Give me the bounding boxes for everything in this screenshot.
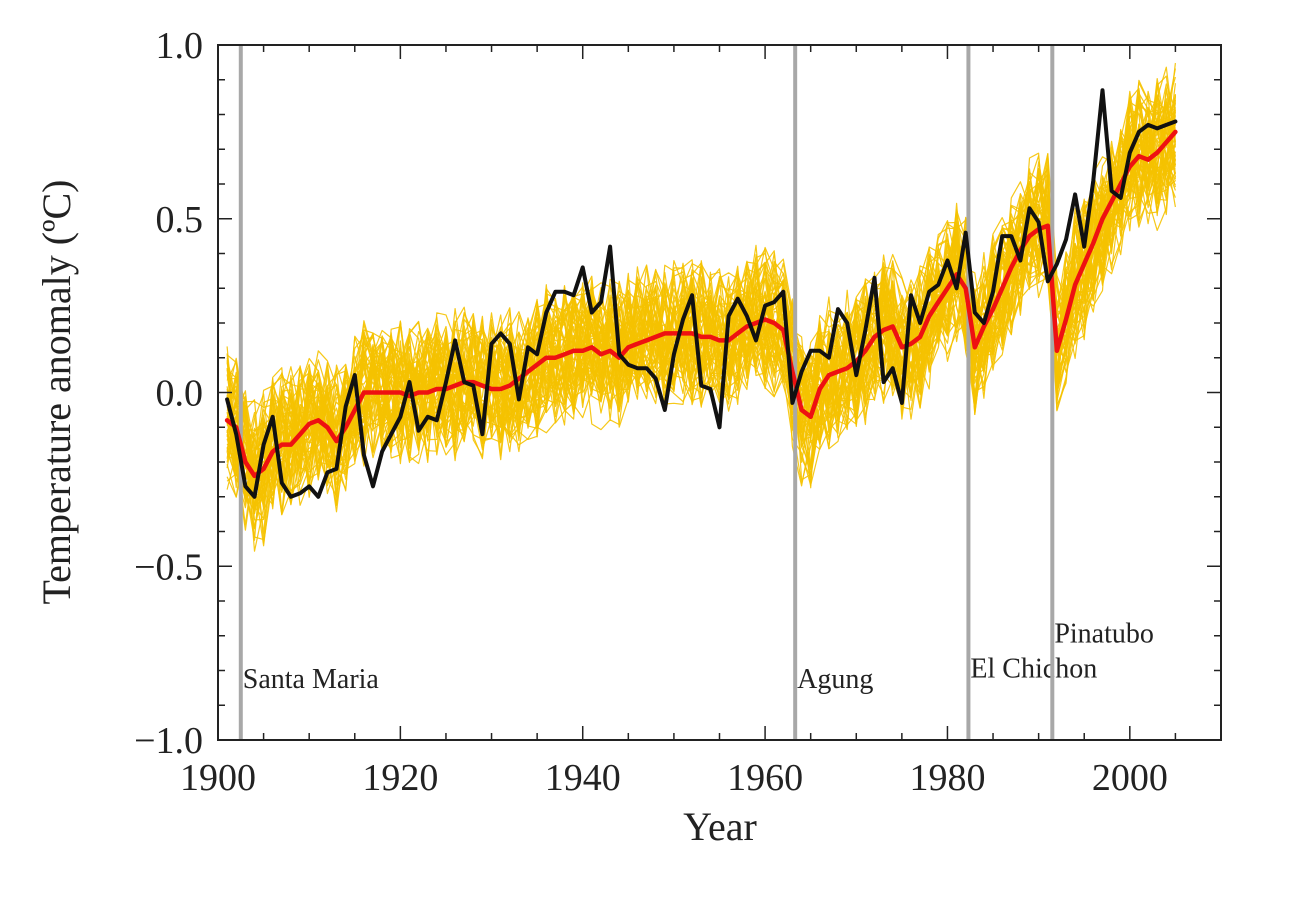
x-tick-label: 1960 xyxy=(727,757,803,799)
ensemble-member-line xyxy=(226,107,1176,519)
y-axis-title: Temperature anomaly (ºC) xyxy=(34,180,79,605)
y-tick-label: 1.0 xyxy=(156,25,204,67)
x-tick-label: 1920 xyxy=(362,757,438,799)
series-lines xyxy=(224,88,1178,499)
y-tick-label: 0.0 xyxy=(156,373,204,415)
x-tick-label: 1940 xyxy=(545,757,621,799)
axis-ticks: 1900 1920 1940 1960 1980 2000 1.0 0.5 0.0 −0.5 −1.… xyxy=(134,25,1222,799)
x-tick-label: 2000 xyxy=(1092,757,1168,799)
ensemble-member-line xyxy=(226,96,1176,513)
observations-line xyxy=(225,88,1178,499)
ensemble-member-line xyxy=(226,77,1176,478)
x-tick-label: 1900 xyxy=(180,757,256,799)
x-tick-label: 1980 xyxy=(909,757,985,799)
y-tick-label: −1.0 xyxy=(134,720,203,762)
x-axis-title: Year xyxy=(683,804,757,849)
volcano-label: El Chichon xyxy=(970,653,1097,684)
volcano-label: Pinatubo xyxy=(1054,619,1154,650)
y-tick-label: 0.5 xyxy=(156,199,204,241)
volcano-label: Santa Maria xyxy=(243,664,380,695)
y-tick-label: −0.5 xyxy=(134,546,203,588)
ensemble-member-line xyxy=(226,95,1176,552)
ensemble-member-line xyxy=(226,125,1176,501)
volcano-label: Agung xyxy=(797,664,873,695)
